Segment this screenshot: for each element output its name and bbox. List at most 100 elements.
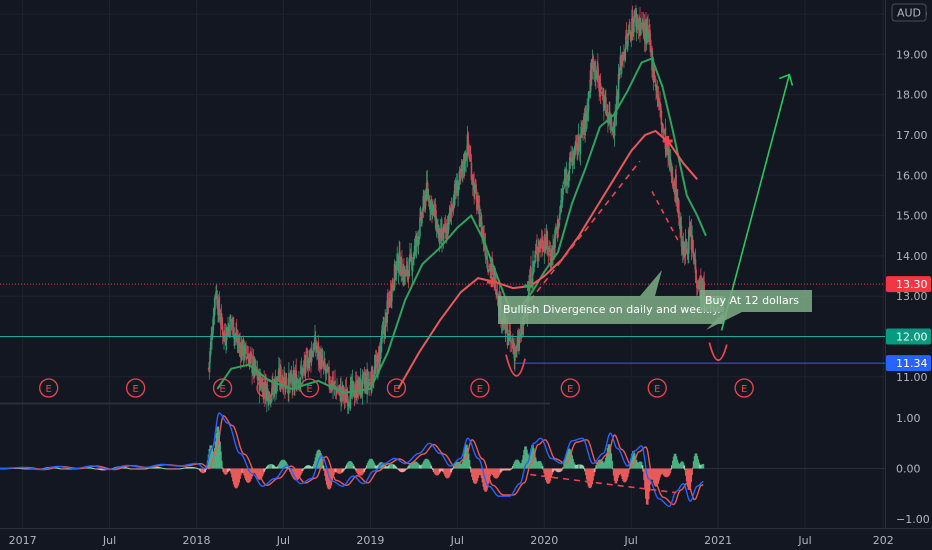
candle-body — [254, 360, 257, 372]
candle-body — [496, 293, 499, 299]
candle-body — [625, 33, 628, 38]
candle-body — [415, 234, 418, 247]
candle-body — [677, 200, 680, 219]
candle-body — [592, 56, 594, 70]
candle-body — [209, 342, 212, 355]
candle-body — [391, 280, 394, 287]
candle-body — [548, 248, 551, 253]
candle-body — [324, 370, 327, 374]
histogram-bar — [352, 465, 355, 469]
candle-body — [478, 205, 481, 227]
currency-button[interactable]: AUD — [891, 3, 927, 22]
note-divergence-text: Bullish Divergence on daily and weekly. — [503, 303, 721, 316]
time-axis-tick: 2017 — [9, 534, 37, 547]
candle-body — [552, 245, 554, 258]
candle-body — [293, 373, 296, 386]
candle-body — [375, 358, 377, 368]
price-axis-tick: 13.00 — [896, 290, 928, 303]
candle-body — [532, 260, 534, 276]
candle-body — [224, 334, 227, 343]
candle-body — [544, 237, 546, 246]
time-axis-tick: Jul — [797, 534, 811, 547]
candle-body — [245, 357, 248, 359]
divergence-line-osc — [530, 473, 677, 494]
price-label-bg — [886, 276, 931, 293]
candle-body — [443, 226, 445, 233]
candle-body — [607, 119, 610, 123]
osc-axis-tick: 1.00 — [896, 412, 921, 425]
candle-body — [661, 122, 663, 126]
time-axis-tick: Jul — [624, 534, 638, 547]
candle-body — [248, 357, 251, 368]
candle-body — [397, 267, 400, 273]
candle-body — [405, 269, 407, 277]
candle-body — [328, 366, 330, 384]
candle-body — [373, 377, 375, 380]
candle-body — [567, 175, 570, 185]
candle-body — [305, 351, 308, 354]
candle-body — [306, 355, 308, 357]
candle-body — [442, 231, 445, 239]
currency-button-frame[interactable] — [891, 3, 927, 22]
candle-body — [540, 246, 542, 249]
candle-body — [275, 384, 277, 395]
earnings-marker-ring — [39, 378, 59, 398]
candle-body — [605, 112, 608, 117]
candle-body — [530, 267, 532, 288]
candle-body — [369, 381, 372, 386]
candle-body — [599, 83, 602, 97]
candle-body — [425, 182, 428, 200]
candle-body — [268, 401, 270, 405]
candle-body — [324, 363, 326, 370]
candle-body — [431, 204, 434, 212]
candle-body — [334, 380, 336, 385]
candle-body — [210, 333, 213, 345]
candle-body — [345, 388, 348, 403]
candle-body — [669, 165, 671, 167]
candle-body — [308, 358, 310, 368]
histogram-bar — [560, 468, 563, 471]
candle-body — [449, 208, 451, 215]
candle-body — [652, 58, 655, 80]
price-labels: 13.30 12.00 11.34 — [0, 276, 931, 372]
candle-body — [353, 394, 356, 398]
histogram-bar — [219, 451, 222, 469]
signal-cross-marker — [487, 277, 498, 288]
candle-body — [653, 75, 656, 82]
candle-body — [627, 33, 629, 47]
candle-body — [340, 391, 343, 396]
time-axis-tick: 2019 — [356, 534, 384, 547]
candle-body — [234, 334, 237, 336]
candle-body — [296, 380, 299, 382]
candle-body — [661, 126, 664, 129]
candle-body — [531, 279, 534, 285]
histogram-bar — [395, 467, 398, 469]
candle-body — [488, 269, 490, 271]
earnings-marker-ring — [470, 378, 490, 398]
candle-body — [427, 189, 429, 199]
candle-body — [347, 402, 350, 404]
candle-body — [561, 195, 564, 203]
candle-body — [588, 91, 590, 96]
candle-body — [360, 381, 362, 391]
candle-body — [338, 388, 340, 390]
candle-body — [447, 214, 450, 231]
candle-body — [335, 389, 338, 396]
candle-body — [695, 269, 697, 283]
candle-body — [393, 288, 395, 291]
candle-body — [270, 399, 272, 403]
candle-body — [321, 357, 324, 359]
chart-annotations[interactable]: Bullish Divergence on daily and weekly.B… — [498, 270, 812, 330]
candle-body — [219, 317, 221, 322]
oscillator-pane — [0, 412, 885, 508]
candle-body — [601, 90, 604, 96]
candle-body — [450, 208, 453, 214]
candle-body — [633, 19, 635, 33]
candle-body — [696, 285, 699, 288]
candle-body — [467, 132, 469, 146]
candle-body — [668, 149, 671, 166]
candle-body — [306, 358, 309, 370]
histogram-bar — [450, 468, 453, 473]
candle-body — [348, 404, 350, 406]
